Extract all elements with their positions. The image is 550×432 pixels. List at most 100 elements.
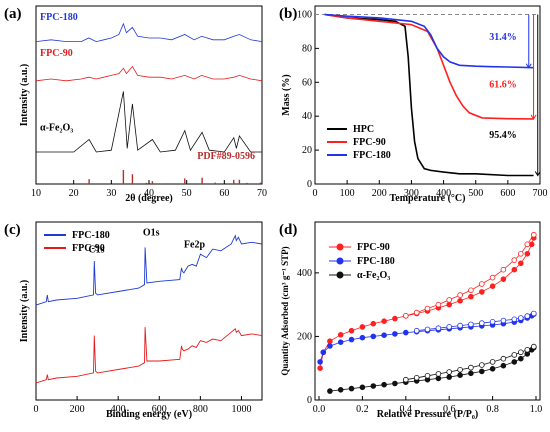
data-point xyxy=(479,320,485,326)
data-point xyxy=(511,352,518,358)
data-point xyxy=(359,384,366,391)
data-point xyxy=(446,301,453,308)
data-point xyxy=(392,380,398,387)
y-tick-label: 100 xyxy=(297,9,312,20)
peak-label: C1s xyxy=(88,245,104,256)
data-point xyxy=(511,316,518,323)
data-point xyxy=(468,321,474,328)
x-tick-label: 0.2 xyxy=(356,404,369,415)
data-point xyxy=(370,383,377,389)
data-point xyxy=(317,359,323,365)
y-tick-label: 80 xyxy=(302,43,312,54)
data-point xyxy=(424,373,431,379)
x-tick-label: 200 xyxy=(372,188,387,199)
data-point xyxy=(511,266,518,273)
data-point xyxy=(530,231,537,238)
data-point xyxy=(518,260,524,267)
x-tick-label: 100 xyxy=(340,188,355,199)
data-point xyxy=(327,388,333,394)
x-tick-label: 300 xyxy=(404,188,419,199)
x-tick-label: 1.0 xyxy=(530,404,543,415)
legend-label: FPC-90 xyxy=(353,137,386,148)
series-label: FPC-180 xyxy=(40,12,78,23)
x-tick-label: 30 xyxy=(106,188,116,199)
panel-c-xps-chart: 0 200 400 600 800 1000 Binding energy (eV) Inte… xyxy=(4,221,263,420)
x-tick-label: 0 xyxy=(313,188,318,199)
data-point xyxy=(403,329,409,336)
x-tick-label: 0.0 xyxy=(313,404,326,415)
data-point xyxy=(518,349,524,356)
data-point xyxy=(435,301,442,308)
series-line xyxy=(324,13,534,120)
data-point xyxy=(381,332,387,338)
data-point xyxy=(468,370,474,377)
data-point xyxy=(327,343,333,349)
data-point xyxy=(446,374,453,380)
data-point xyxy=(530,343,537,350)
data-point xyxy=(435,371,442,377)
y-axis-label: Intensity (a.u.) xyxy=(19,64,30,127)
data-point xyxy=(500,355,507,362)
data-point xyxy=(359,334,366,341)
data-point xyxy=(348,336,355,343)
panel-b-tga-chart: 0 100 200 300 400 500 600 700 0 20 40 60 80 100 Temper… xyxy=(279,5,548,204)
x-tick-label: 60 xyxy=(219,188,229,199)
data-point xyxy=(348,385,355,392)
legend-label: FPC-180 xyxy=(72,230,110,241)
data-point xyxy=(327,338,333,344)
isotherm-line xyxy=(329,347,535,392)
data-point xyxy=(446,297,453,303)
series-line xyxy=(324,13,534,177)
data-point xyxy=(511,359,518,365)
data-point xyxy=(337,387,344,393)
data-point xyxy=(413,327,420,334)
y-axis-label: Mass (%) xyxy=(281,74,292,115)
series-line xyxy=(35,327,263,384)
data-point xyxy=(468,364,474,371)
data-point xyxy=(457,298,463,304)
x-axis-label: 2θ (degree) xyxy=(125,193,173,204)
data-point xyxy=(317,365,323,372)
data-point xyxy=(530,310,537,317)
x-axis-label: Binding energy (eV) xyxy=(106,409,192,420)
arrow-head xyxy=(530,114,537,120)
data-point xyxy=(413,309,420,316)
peak-label: O1s xyxy=(143,228,160,239)
data-point xyxy=(424,305,431,312)
legend-label: α-Fe₂O₃ xyxy=(357,270,390,281)
legend-label: HPC xyxy=(353,124,374,135)
x-tick-label: 200 xyxy=(70,404,85,415)
legend-label: FPC-180 xyxy=(353,150,391,161)
series-line xyxy=(35,234,263,306)
data-point xyxy=(468,293,474,300)
data-point xyxy=(337,332,344,338)
y-tick-label: 60 xyxy=(302,77,312,88)
panel-label: (a) xyxy=(4,6,22,22)
y-tick-label: 0 xyxy=(307,395,312,406)
x-tick-label: 10 xyxy=(31,188,41,199)
data-point xyxy=(489,283,496,289)
x-tick-label: 1000 xyxy=(231,404,251,415)
legend-label: FPC-90 xyxy=(357,242,390,253)
data-point xyxy=(446,324,453,330)
data-point xyxy=(381,318,387,324)
x-tick-label: 0 xyxy=(34,404,39,415)
data-point xyxy=(500,276,507,282)
x-tick-label: 50 xyxy=(182,188,192,199)
y-tick-label: 200 xyxy=(297,331,312,342)
y-tick-label: 400 xyxy=(297,268,312,279)
legend-marker xyxy=(336,271,344,279)
data-point xyxy=(479,362,485,368)
data-point xyxy=(370,333,377,340)
data-point xyxy=(381,381,387,388)
plot-frame xyxy=(314,221,541,401)
panel-a-xrd-chart: 10 20 30 40 50 60 70 2θ (degree) Intensity (a.u.… xyxy=(4,5,267,204)
data-point xyxy=(489,366,496,372)
x-axis-label: Relative Pressure (P/P₀) xyxy=(377,409,478,420)
data-point xyxy=(348,327,355,334)
arrow-head xyxy=(534,171,541,177)
plot-frame xyxy=(314,5,541,185)
mass-loss-label: 95.4% xyxy=(489,130,517,141)
x-tick-label: 400 xyxy=(111,404,126,415)
series-line xyxy=(36,91,262,153)
